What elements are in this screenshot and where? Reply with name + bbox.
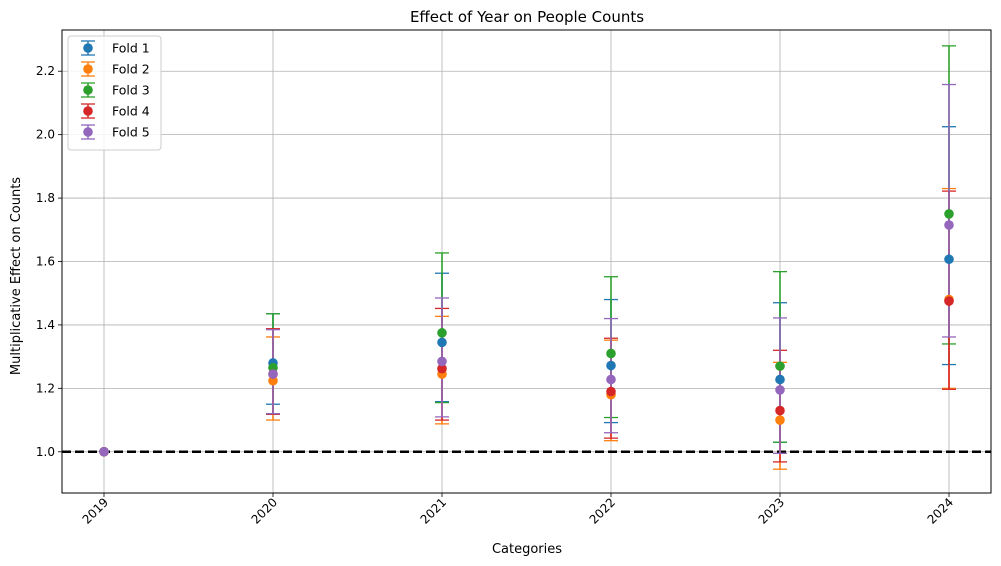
legend-item: Fold 2 xyxy=(81,61,150,77)
legend-marker xyxy=(83,106,93,116)
legend-item: Fold 1 xyxy=(81,40,150,56)
data-point xyxy=(775,361,785,371)
y-tick-label: 2.2 xyxy=(36,64,55,78)
grid xyxy=(62,30,991,493)
legend-marker xyxy=(83,127,93,137)
series-1-points xyxy=(99,254,954,457)
data-point xyxy=(775,385,785,395)
x-tick-label: 2020 xyxy=(249,495,280,526)
legend-item: Fold 5 xyxy=(81,124,150,140)
x-axis-label: Categories xyxy=(492,542,562,557)
legend-item: Fold 4 xyxy=(81,103,150,119)
data-point xyxy=(437,337,447,348)
data-point xyxy=(268,369,278,379)
y-tick-label: 1.8 xyxy=(36,191,55,205)
legend-label: Fold 1 xyxy=(112,41,150,56)
y-tick-label: 2.0 xyxy=(36,128,55,142)
legend-marker xyxy=(83,43,93,53)
data-point xyxy=(944,296,954,306)
series-5-points xyxy=(99,220,954,457)
x-tick-label: 2021 xyxy=(418,495,449,526)
data-points xyxy=(99,209,954,457)
series-4-points xyxy=(99,296,954,457)
x-tick-label: 2019 xyxy=(80,495,111,526)
y-tick-label: 1.2 xyxy=(36,381,55,395)
x-tick-label: 2024 xyxy=(925,495,956,526)
series-2-points xyxy=(99,294,954,457)
data-point xyxy=(606,360,616,371)
y-axis-ticks: 1.0 1.2 1.4 1.6 1.8 2.0 2.2 xyxy=(36,64,62,459)
data-point xyxy=(944,254,954,265)
data-point xyxy=(437,328,447,338)
legend-item: Fold 3 xyxy=(81,82,150,98)
legend-marker xyxy=(83,64,93,74)
data-point xyxy=(775,374,785,385)
y-tick-label: 1.6 xyxy=(36,255,55,269)
data-point xyxy=(268,375,278,386)
legend-label: Fold 2 xyxy=(112,62,150,77)
x-tick-label: 2022 xyxy=(587,495,618,526)
legend-box xyxy=(67,35,162,151)
data-point xyxy=(437,356,447,367)
y-tick-label: 1.4 xyxy=(36,318,55,332)
legend: Fold 1 Fold 2 Fold 3 Fold 4 Fold 5 xyxy=(67,35,162,151)
legend-label: Fold 4 xyxy=(112,104,150,119)
data-point xyxy=(944,220,954,230)
x-tick-label: 2023 xyxy=(756,495,787,526)
y-axis-label: Multiplicative Effect on Counts xyxy=(9,177,24,375)
data-point xyxy=(775,415,785,425)
y-tick-label: 1.0 xyxy=(36,445,55,459)
legend-marker xyxy=(83,85,93,95)
data-point xyxy=(99,446,109,457)
legend-label: Fold 5 xyxy=(112,125,150,140)
data-point xyxy=(606,386,616,397)
data-point xyxy=(606,348,616,359)
data-point xyxy=(775,405,785,416)
data-point xyxy=(437,363,447,374)
data-point xyxy=(606,374,616,385)
data-point xyxy=(944,209,954,219)
x-axis-ticks: 2019 2020 2021 2022 2023 2024 xyxy=(80,493,956,527)
series-3-points xyxy=(99,209,954,457)
legend-label: Fold 3 xyxy=(112,83,150,98)
chart-title: Effect of Year on People Counts xyxy=(410,8,644,26)
